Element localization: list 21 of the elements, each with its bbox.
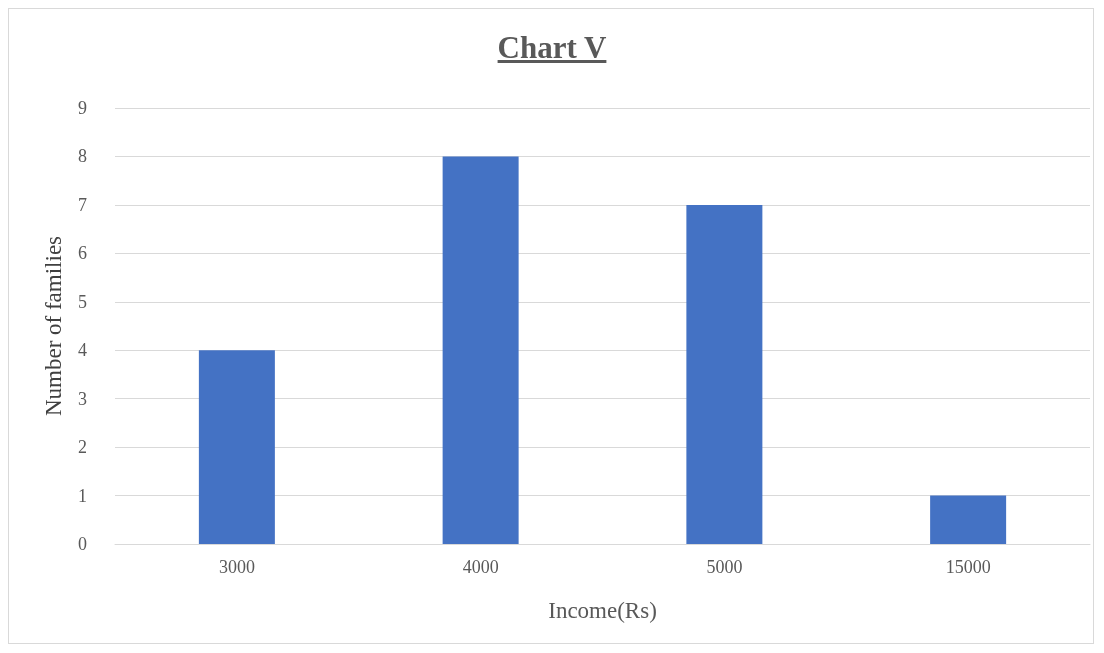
y-tick-label: 5	[78, 291, 87, 312]
y-tick-label: 9	[78, 98, 87, 118]
y-tick-label: 3	[78, 388, 87, 409]
bar	[930, 495, 1007, 544]
x-tick-label: 15000	[945, 557, 991, 577]
y-tick-label: 6	[78, 243, 87, 264]
y-axis-title: Number of families	[41, 235, 66, 417]
bar	[198, 350, 275, 544]
y-tick-label: 0	[78, 534, 87, 554]
y-tick-label: 8	[78, 146, 87, 167]
y-tick-label: 7	[78, 194, 87, 215]
y-tick-label: 1	[78, 485, 87, 506]
x-tick-label: 3000	[218, 557, 255, 577]
chart-title: Chart V	[496, 30, 608, 66]
y-tick-label: 2	[78, 437, 87, 458]
x-tick-label: 4000	[462, 557, 499, 577]
bar	[686, 204, 763, 544]
bar	[442, 156, 519, 544]
y-tick-label: 4	[78, 340, 87, 361]
x-tick-label: 5000	[706, 557, 743, 577]
x-axis-title: Income(Rs)	[548, 598, 657, 623]
